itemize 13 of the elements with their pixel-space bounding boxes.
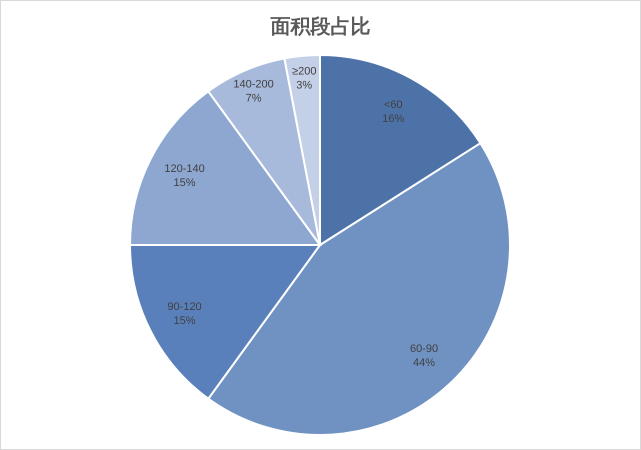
slice-label: 60-90 (410, 342, 438, 355)
data-label: 3% (296, 79, 312, 92)
slice-label: ≥200 (292, 65, 316, 78)
data-label: 16% (382, 112, 404, 125)
slice-label: 140-200 (233, 78, 274, 90)
chart-title: 面积段占比 (270, 14, 370, 38)
data-label: 15% (174, 314, 196, 327)
slice-label: <60 (384, 98, 403, 111)
data-label: 7% (246, 92, 262, 104)
data-label: 44% (413, 356, 436, 369)
data-label: 15% (174, 176, 196, 189)
slice-label: 90-120 (167, 300, 202, 313)
slice-label: 120-140 (164, 162, 205, 175)
